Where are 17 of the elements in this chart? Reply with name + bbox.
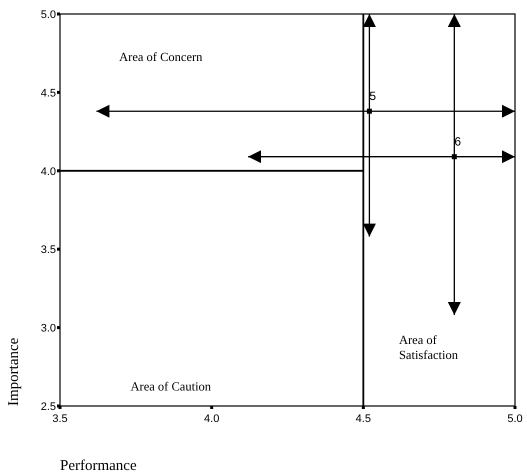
annotation: 6 [454,134,462,149]
y-tick-label: 5.0 [40,9,56,21]
annotation: Area of Satisfaction [398,332,459,362]
x-tick-label: 4.0 [204,413,220,425]
y-tick-label: 4.0 [40,166,56,178]
annotation: Area of Concern [119,50,204,64]
y-axis-title: Importance [6,337,22,406]
x-tick-label: 4.5 [356,413,371,425]
y-tick-label: 3.0 [40,322,56,335]
x-tick-label: 3.5 [52,413,68,425]
y-tick-label: 3.5 [40,244,56,256]
x-axis-title: Performance [60,458,137,474]
annotation: Area of Caution [130,379,212,394]
y-tick-label: 4.5 [40,87,56,100]
x-tick-label: 5.0 [507,413,523,425]
annotation: 5 [369,89,376,104]
y-tick-label: 2.5 [40,401,56,413]
